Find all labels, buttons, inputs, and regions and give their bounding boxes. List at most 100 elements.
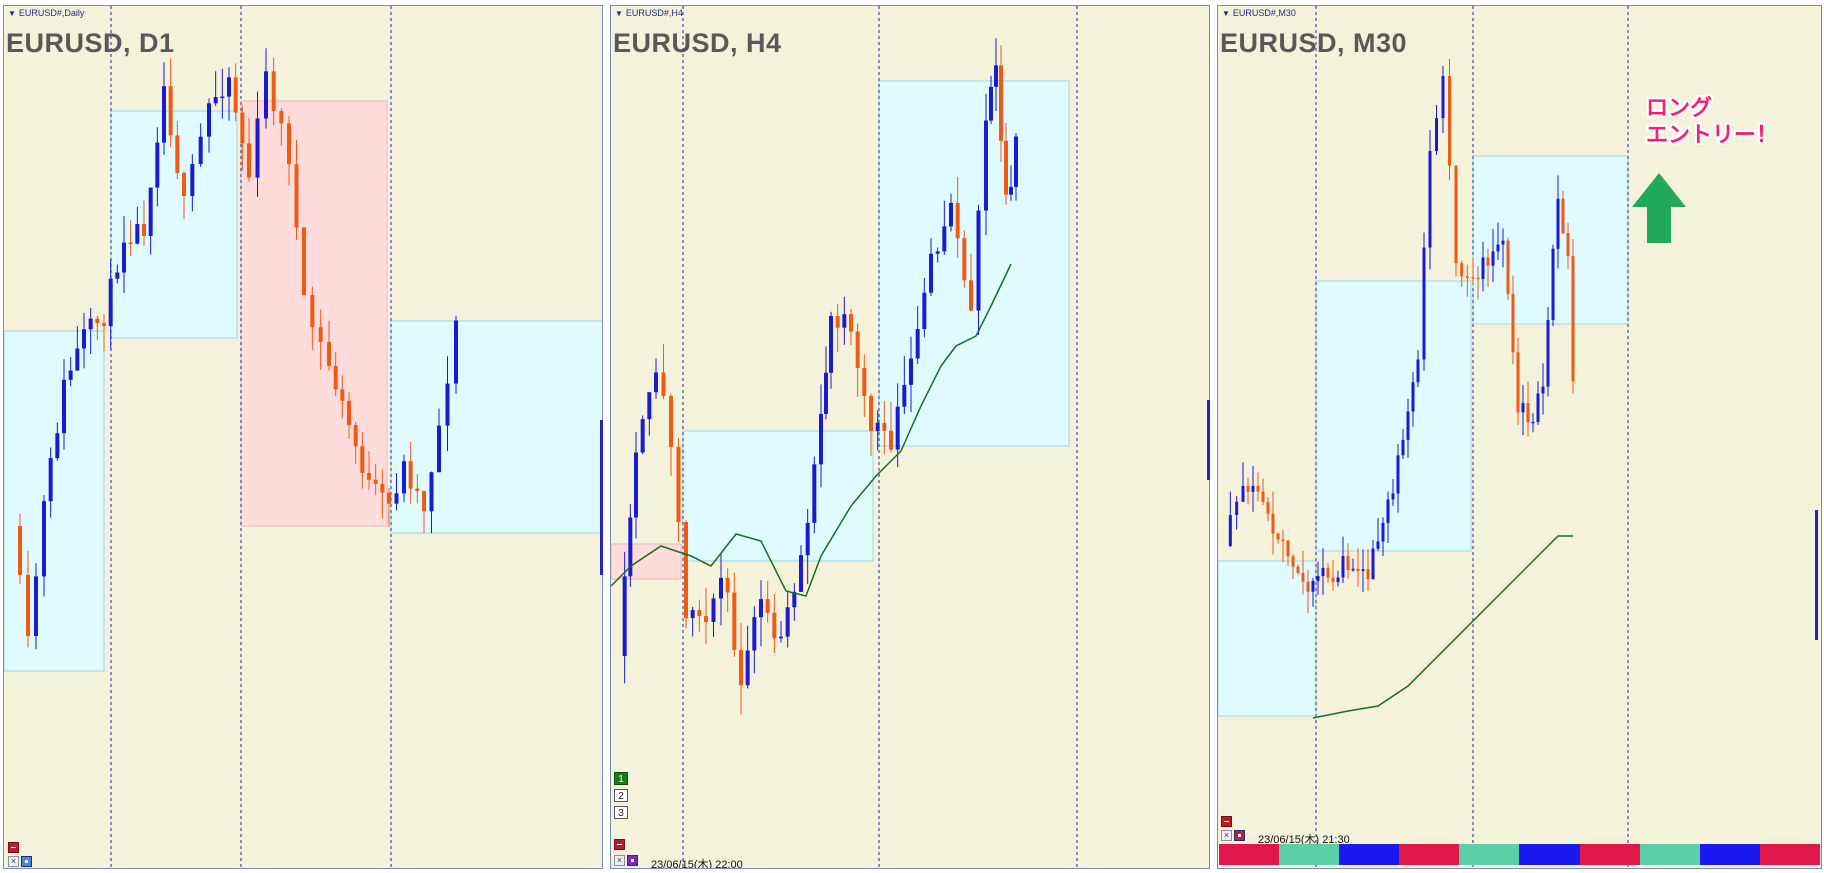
candle-body [429,472,434,512]
candle-body [1228,515,1232,546]
close-icon[interactable]: × [1221,830,1232,841]
candle-body [88,318,93,330]
object-list-icon[interactable] [1234,830,1245,841]
candle-body [1496,244,1500,252]
candle-body [1009,186,1013,195]
candle-body [240,112,245,144]
candle-body [102,323,106,327]
candle-body [1481,257,1485,280]
candle-body [1551,248,1555,320]
candle-body [704,616,708,623]
chart-h4-canvas[interactable] [611,6,1210,869]
candle-body [785,607,790,637]
minimize-icon[interactable] [8,842,19,853]
level-button-2[interactable]: 2 [614,789,628,802]
chart-window-m30[interactable]: ▼ EURUSD#,M30 EURUSD, M30 × 23/06/15(木) 2… [1217,5,1822,869]
candle-body [759,599,763,618]
chart-window-h4[interactable]: ▼ EURUSD#,H4 EURUSD, H4 1 2 3 × 23/06/15(… [610,5,1210,869]
candle-body [1296,566,1300,573]
dropdown-icon[interactable]: ▼ [1222,9,1230,18]
candle-body [18,526,22,576]
chart-title-h4: EURUSD, H4 [613,28,782,58]
candle-body [984,120,988,211]
chart-m30-canvas[interactable] [1218,6,1822,869]
chart-title-m30: EURUSD, M30 [1220,28,1408,58]
candle-body [849,314,853,332]
candle-body [1396,455,1400,494]
strip-segment [1399,844,1460,865]
close-icon[interactable]: × [614,855,625,866]
candle-body [819,413,823,465]
candle-body [634,452,638,518]
candle-body [902,384,907,407]
candle-body [1441,76,1445,119]
candle-body [697,610,702,617]
candle-body [1251,485,1255,492]
candle-body [302,227,306,296]
close-icon[interactable]: × [8,856,19,867]
annotation-line-1: ロング [1646,96,1713,121]
candle-body [373,479,378,484]
chart-tab-h4-label: EURUSD#,H4 [625,8,683,18]
level-button-3[interactable]: 3 [614,806,628,819]
candle-body [661,372,666,397]
candle-body [628,517,633,577]
price-zone [110,110,238,339]
candle-body [55,433,60,459]
price-zone [878,80,1070,447]
candle-body [1422,247,1426,360]
chart-window-d1[interactable]: ▼ EURUSD#,Daily EURUSD, D1 × [3,5,603,869]
candle-body [340,389,345,401]
candle-body [1465,276,1469,278]
chart-tab-d1[interactable]: ▼ EURUSD#,Daily [8,8,84,18]
candle-body [1361,569,1365,572]
dropdown-icon[interactable]: ▼ [8,9,16,18]
candle-body [1391,493,1395,500]
strip-segment [1639,844,1700,865]
candle-body [1286,540,1290,557]
object-list-icon[interactable] [627,855,638,866]
candle-body [227,77,231,97]
candle-body [294,164,299,228]
strip-segment [1339,844,1400,865]
candle-body [34,576,38,636]
chart-d1-canvas[interactable] [4,6,603,869]
candle-body [824,372,828,414]
candle-body [779,636,783,639]
candle-body [454,320,458,384]
candle-body [1486,257,1490,266]
candle-body [935,251,940,254]
candle-body [1276,533,1280,540]
candle-body [1411,382,1415,412]
candle-body [1416,359,1420,383]
candle-body [1401,439,1405,456]
candle-body [437,425,441,473]
candle-body [949,202,953,227]
candle-body [1571,255,1575,382]
object-list-icon[interactable] [21,856,32,867]
candle-body [1235,501,1239,516]
candle-body [647,392,652,420]
candle-body [408,461,413,489]
candle-body [142,223,146,236]
candle-body [942,226,947,252]
candle-body [994,65,998,87]
candle-body [922,292,927,330]
minimize-icon[interactable] [614,839,625,850]
candle-body [233,77,238,113]
chart-tab-m30[interactable]: ▼ EURUSD#,M30 [1222,8,1296,18]
candle-body [725,577,730,593]
candle-body [168,86,173,136]
candle-body [882,422,887,431]
candle-body [1341,556,1345,578]
candle-body [1531,421,1535,424]
candle-body [855,331,860,369]
candle-body [799,555,803,592]
level-button-1[interactable]: 1 [614,772,628,785]
candle-body [68,370,73,380]
last-bar-time-m30: 23/06/15(木) 21:30 [1258,834,1350,846]
chart-tab-h4[interactable]: ▼ EURUSD#,H4 [615,8,683,18]
minimize-icon[interactable] [1221,816,1232,827]
dropdown-icon[interactable]: ▼ [615,9,623,18]
candle-body [805,522,810,556]
